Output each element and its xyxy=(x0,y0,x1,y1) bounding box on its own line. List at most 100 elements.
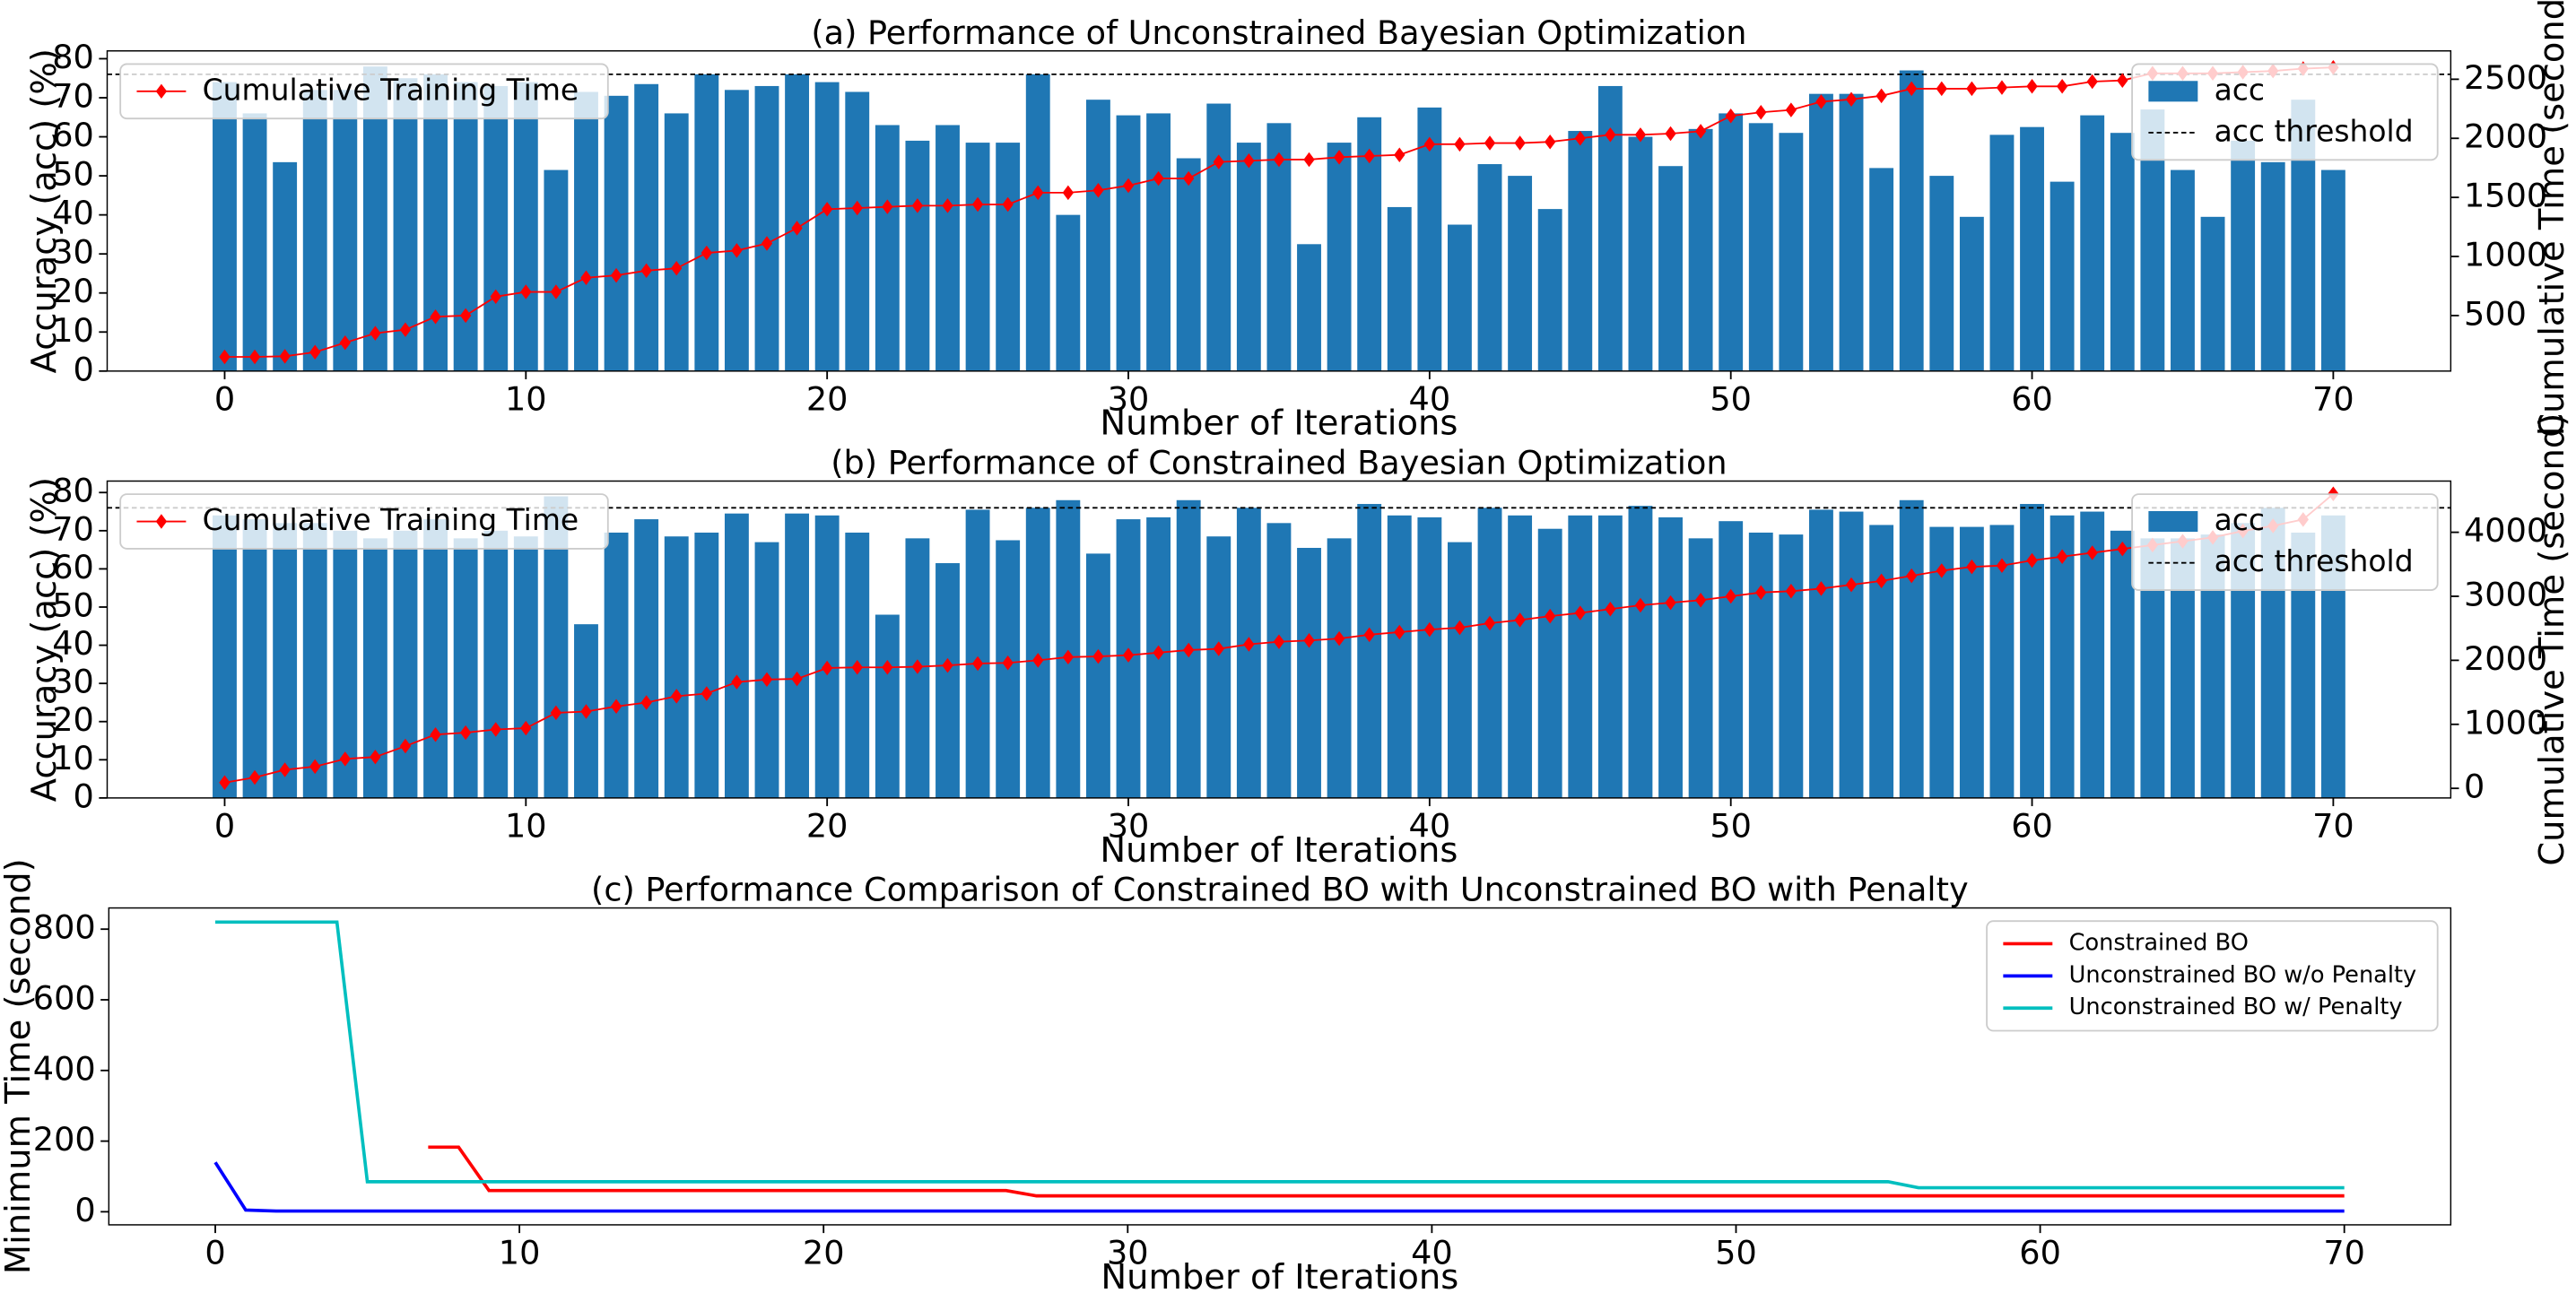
y-tick-label: 50 xyxy=(52,586,94,624)
y2-tick-label: 500 xyxy=(2464,294,2527,333)
y2-tick-label: 4000 xyxy=(2464,511,2547,550)
bar xyxy=(213,515,237,798)
legend-label: acc threshold xyxy=(2215,113,2414,148)
y2-tick-label: 3000 xyxy=(2464,575,2547,613)
marker xyxy=(2117,73,2128,88)
x-tick-label: 50 xyxy=(1710,379,1752,418)
bar xyxy=(242,519,267,798)
bar xyxy=(2020,126,2044,371)
marker xyxy=(1785,102,1797,117)
bar xyxy=(302,523,327,798)
marker xyxy=(1213,641,1224,656)
bar xyxy=(694,74,719,371)
axes-frame xyxy=(108,907,2452,1226)
marker xyxy=(339,751,351,767)
x-tick-label: 50 xyxy=(1710,806,1752,845)
marker xyxy=(911,198,924,213)
marker xyxy=(399,738,412,754)
marker xyxy=(1363,627,1375,643)
x-tick-label: 30 xyxy=(1108,806,1150,845)
bar xyxy=(1508,515,1533,798)
marker xyxy=(2117,541,2128,557)
x-tick-label: 0 xyxy=(205,1233,225,1272)
bar xyxy=(1779,534,1804,798)
y2-tick-label: 2500 xyxy=(2464,58,2547,97)
marker xyxy=(1032,185,1044,201)
bar xyxy=(1929,176,1954,371)
bar xyxy=(1748,532,1773,798)
bar xyxy=(423,519,448,798)
bar xyxy=(1477,508,1502,798)
marker xyxy=(1906,568,1918,584)
line xyxy=(213,1161,2345,1213)
bar xyxy=(1869,168,1894,371)
x-axis-label: Number of Iterations xyxy=(1100,830,1458,871)
bar xyxy=(2231,140,2256,371)
bar xyxy=(814,515,840,798)
bar xyxy=(1839,93,1864,371)
marker xyxy=(1574,605,1586,621)
y-axis-label: Accuracy (acc) (%) xyxy=(24,477,65,802)
y2-tick-label: 1500 xyxy=(2464,177,2547,215)
bar xyxy=(273,523,298,798)
marker xyxy=(701,245,713,261)
marker xyxy=(1725,108,1736,124)
chart-title: (b) Performance of Constrained Bayesian … xyxy=(831,444,1727,482)
marker xyxy=(1153,170,1164,187)
y-tick-label: 200 xyxy=(33,1120,96,1159)
y-tick-label: 20 xyxy=(52,272,94,310)
bar xyxy=(1688,128,1713,371)
legend-label: Cumulative Training Time xyxy=(203,72,579,107)
y2-axis-label: Cumulative Time (second) xyxy=(2532,0,2572,438)
legend-box xyxy=(119,493,609,550)
bar xyxy=(875,614,900,798)
bar xyxy=(965,509,990,798)
bar xyxy=(1206,103,1231,371)
legend-label: acc xyxy=(2215,502,2265,537)
marker xyxy=(550,284,562,299)
bar xyxy=(1357,504,1382,798)
marker xyxy=(2026,552,2038,569)
bar xyxy=(1779,133,1804,371)
bar xyxy=(664,536,689,798)
bar xyxy=(2020,504,2044,798)
marker xyxy=(550,705,562,721)
y-tick-label: 40 xyxy=(52,624,94,663)
marker xyxy=(430,726,441,742)
bar xyxy=(2110,530,2135,798)
marker xyxy=(731,243,743,258)
bar xyxy=(936,563,960,798)
marker xyxy=(1333,630,1345,647)
y-tick-label: 40 xyxy=(52,194,94,232)
bar xyxy=(875,125,900,371)
marker xyxy=(1394,147,1405,162)
bar xyxy=(483,530,509,798)
marker xyxy=(1545,608,1556,624)
bar xyxy=(2080,115,2105,371)
y-tick-label: 80 xyxy=(52,38,94,76)
legend-box xyxy=(119,63,609,120)
legend-label: Unconstrained BO w/o Penalty xyxy=(2069,961,2417,988)
bar xyxy=(1146,113,1171,371)
marker xyxy=(971,655,984,672)
marker xyxy=(309,759,321,775)
marker xyxy=(821,660,833,676)
bar xyxy=(664,113,689,371)
legend-box xyxy=(2131,493,2439,591)
bar xyxy=(1899,70,1924,371)
y-tick-label: 0 xyxy=(74,350,94,388)
bar xyxy=(1448,542,1472,798)
bar xyxy=(1628,506,1653,798)
marker xyxy=(1966,559,1978,575)
marker xyxy=(1303,633,1315,648)
bar xyxy=(1025,508,1050,798)
y-tick-label: 600 xyxy=(33,978,96,1017)
bar xyxy=(513,536,538,798)
bar xyxy=(2171,169,2195,371)
bar xyxy=(544,169,569,371)
marker xyxy=(791,671,803,687)
marker xyxy=(1092,182,1104,198)
x-tick-label: 60 xyxy=(2019,1233,2061,1272)
bar xyxy=(213,82,237,371)
bar xyxy=(1809,93,1833,371)
